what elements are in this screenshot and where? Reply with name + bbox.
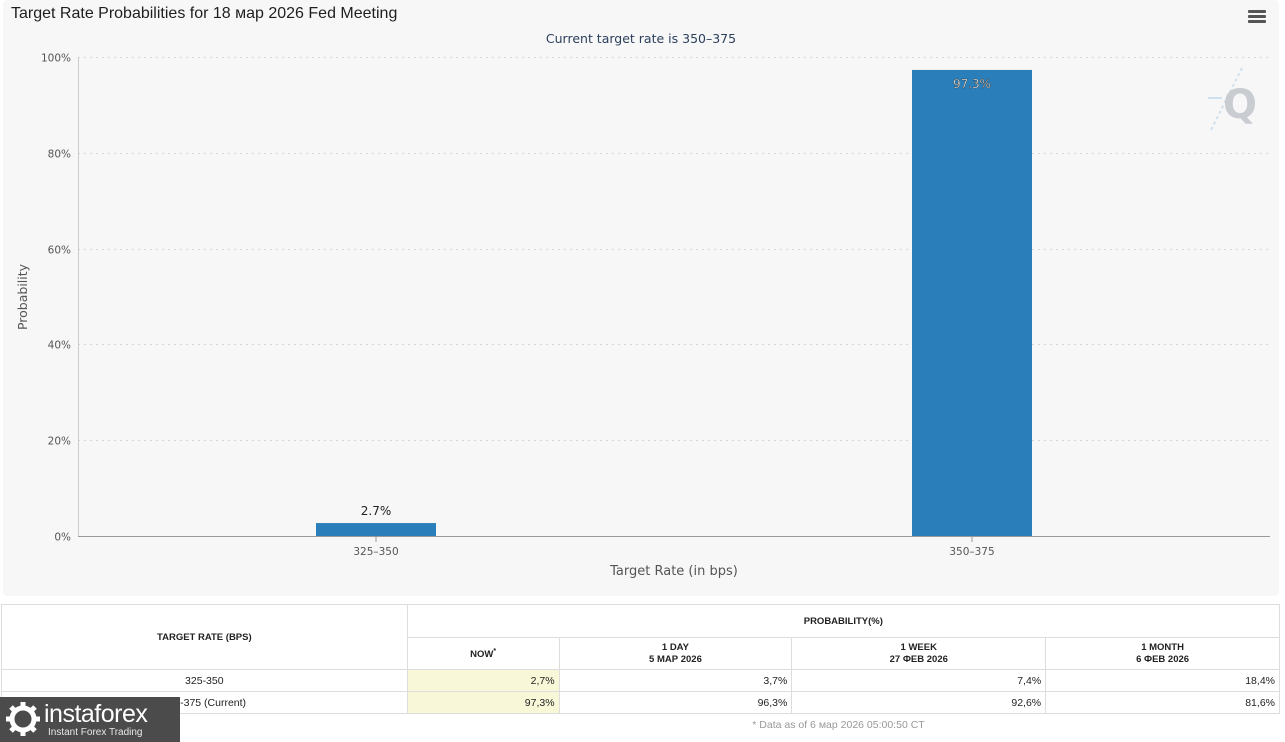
value-1-day: 3,7% <box>558 669 793 692</box>
header-1-day: 1 DAY 5 МАР 2026 <box>558 637 793 670</box>
data-label: 2.7% <box>361 504 392 518</box>
rate-cell: 325-350 <box>1 669 408 692</box>
probability-table: TARGET RATE (BPS) PROBABILITY(%) NOW* 1 … <box>1 604 1281 736</box>
y-axis-label: Probability <box>15 263 30 330</box>
y-tick-label: 100% <box>41 53 71 65</box>
value-1-month: 18,4% <box>1045 669 1280 692</box>
bar-chart: Current target rate is 350–375 0% 20% 40% 6… <box>15 31 1270 579</box>
bar <box>316 523 436 536</box>
header-1-month: 1 MONTH 6 ФЕВ 2026 <box>1045 637 1280 670</box>
value-1-day: 96,3% <box>558 691 793 714</box>
header-target-rate: TARGET RATE (BPS) <box>1 604 408 670</box>
chart-title: Target Rate Probabilities for 18 мар 202… <box>11 5 398 22</box>
y-tick-label: 60% <box>48 245 71 257</box>
watermark-tagline: Instant Forex Trading <box>48 727 143 738</box>
svg-text:Q: Q <box>1223 82 1257 128</box>
header-1-week: 1 WEEK 27 ФЕВ 2026 <box>791 637 1047 670</box>
instaforex-watermark: instaforex Instant Forex Trading <box>0 697 180 742</box>
x-tick-label: 350–375 <box>949 546 994 558</box>
value-1-week: 92,6% <box>791 691 1047 714</box>
table-note-row: * Data as of 6 мар 2026 05:00:50 CT <box>2 714 1280 736</box>
header-probability: PROBABILITY(%) <box>406 604 1281 638</box>
y-tick-label: 40% <box>48 340 71 352</box>
data-label: 97.3% <box>953 77 991 91</box>
y-tick-label: 80% <box>48 149 71 161</box>
value-now: 97,3% <box>406 691 560 714</box>
y-tick-label: 20% <box>48 436 71 448</box>
gear-logo-icon <box>6 702 40 736</box>
q-logo-icon: Q <box>1208 67 1257 133</box>
hamburger-menu-icon[interactable] <box>1248 10 1266 24</box>
chart-panel: Target Rate Probabilities for 18 мар 202… <box>3 0 1279 596</box>
value-1-week: 7,4% <box>791 669 1047 692</box>
header-now: NOW* <box>406 637 560 670</box>
value-1-month: 81,6% <box>1045 691 1280 714</box>
table-row: 325-350 2,7% 3,7% 7,4% 18,4% <box>1 669 1280 692</box>
data-note: * Data as of 6 мар 2026 05:00:50 CT <box>752 718 925 731</box>
table-row: 350-375 (Current) 97,3% 96,3% 92,6% 81,6… <box>1 691 1280 714</box>
y-tick-label: 0% <box>54 532 71 544</box>
bar <box>912 69 1032 537</box>
x-tick-label: 325–350 <box>353 546 398 558</box>
x-axis-label: Target Rate (in bps) <box>609 564 738 579</box>
watermark-name: instaforex <box>44 700 148 728</box>
chart-subtitle: Current target rate is 350–375 <box>546 31 736 46</box>
value-now: 2,7% <box>406 669 560 692</box>
